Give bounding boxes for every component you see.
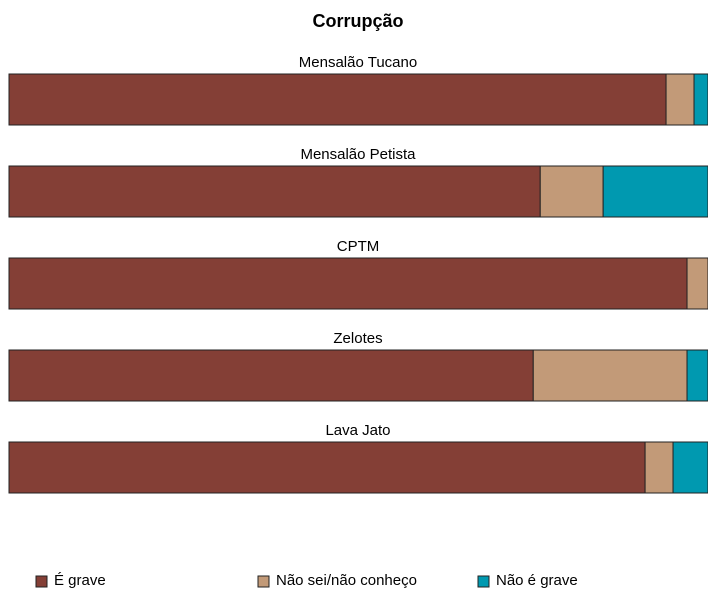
bar-segment [8, 257, 688, 310]
bar-segment [686, 257, 708, 310]
bar-segment [644, 441, 674, 494]
panel-label: CPTM [337, 238, 380, 255]
bar-segment [8, 441, 646, 494]
legend-label: Não sei/não conheço [276, 572, 417, 589]
legend-swatch [257, 575, 270, 588]
legend-label: Não é grave [496, 572, 578, 589]
legend-swatch [477, 575, 490, 588]
panel-label: Mensalão Tucano [299, 54, 417, 71]
legend-swatch [35, 575, 48, 588]
panel-label: Lava Jato [325, 422, 390, 439]
bar-segment [532, 349, 688, 402]
bar-segment [602, 165, 708, 218]
bar-segment [665, 73, 695, 126]
bar-segment [693, 73, 708, 126]
bar-segment [8, 349, 534, 402]
panel-label: Mensalão Petista [300, 146, 416, 163]
bar-segment [539, 165, 604, 218]
bar-segment [8, 73, 667, 126]
chart-title: Corrupção [312, 11, 403, 31]
bar-segment [686, 349, 708, 402]
bar-segment [8, 165, 541, 218]
panel-label: Zelotes [333, 330, 382, 347]
bar-segment [672, 441, 708, 494]
legend-label: É grave [54, 572, 106, 589]
